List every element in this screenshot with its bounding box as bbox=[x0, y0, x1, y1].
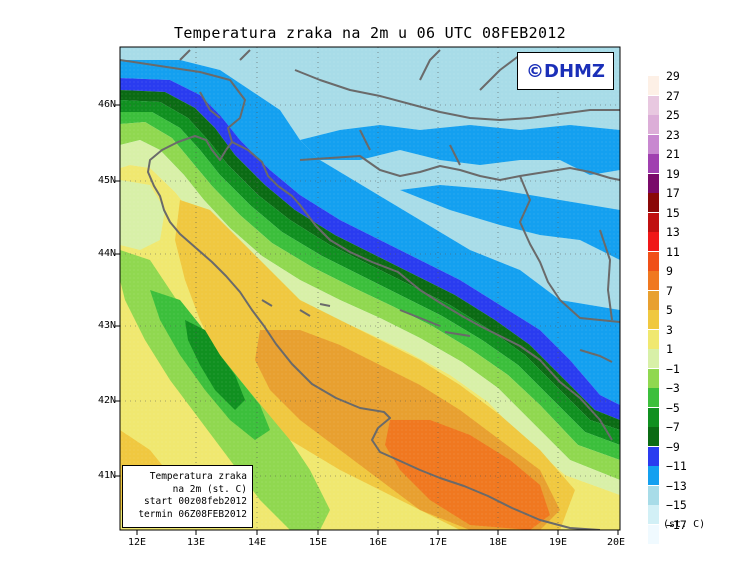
lat-label-44n: 44N bbox=[97, 248, 116, 259]
legend-label: 7 bbox=[666, 283, 673, 298]
axis-ticks bbox=[115, 104, 619, 535]
legend-swatch bbox=[648, 115, 659, 134]
legend-swatch bbox=[648, 251, 659, 271]
legend-swatch bbox=[648, 232, 659, 251]
legend-label: −13 bbox=[666, 478, 687, 493]
dhmz-logo: ©DHMZ bbox=[517, 52, 614, 90]
legend-swatch bbox=[648, 524, 659, 544]
info-line-2: na 2m (st. C) bbox=[172, 483, 247, 495]
legend-swatch bbox=[648, 368, 659, 388]
lon-label-13e: 13E bbox=[186, 537, 206, 548]
legend-swatch bbox=[648, 485, 659, 505]
info-line-4: termin 06Z08FEB2012 bbox=[138, 508, 247, 520]
legend-swatch bbox=[648, 466, 659, 485]
legend-label: 1 bbox=[666, 342, 673, 356]
lat-label-45n: 45N bbox=[97, 175, 116, 186]
legend-label: 29 bbox=[666, 69, 680, 83]
legend-label: 21 bbox=[666, 147, 680, 161]
legend-swatch bbox=[648, 310, 659, 329]
legend-unit: (st. C) bbox=[663, 519, 706, 530]
legend-label: −17 bbox=[666, 517, 687, 532]
legend-swatch bbox=[648, 427, 659, 446]
legend-label: 15 bbox=[666, 205, 680, 220]
legend-label: 23 bbox=[666, 127, 680, 142]
info-line-1: Temperatura zraka bbox=[149, 471, 247, 482]
coastlines bbox=[120, 49, 620, 530]
legend-swatch bbox=[648, 407, 659, 427]
lon-label-14e: 14E bbox=[247, 537, 267, 548]
legend-label: 11 bbox=[666, 244, 680, 259]
legend-label: 9 bbox=[666, 264, 673, 278]
legend-label: −1 bbox=[666, 361, 680, 376]
legend-label: −5 bbox=[666, 400, 680, 415]
legend-swatch bbox=[648, 329, 659, 349]
legend-label: 13 bbox=[666, 225, 680, 239]
lat-label-41n: 41N bbox=[97, 470, 116, 481]
legend-swatch bbox=[648, 349, 659, 368]
legend-swatch bbox=[648, 154, 659, 173]
lon-label-17e: 17E bbox=[428, 537, 448, 548]
legend-label: 5 bbox=[666, 303, 673, 317]
legend-swatch bbox=[648, 290, 659, 310]
legend-swatch bbox=[648, 95, 659, 115]
legend-swatch bbox=[648, 271, 659, 290]
lat-label-43n: 43N bbox=[97, 320, 116, 331]
graticule bbox=[120, 47, 620, 530]
lat-label-42n: 42N bbox=[97, 395, 116, 406]
legend-swatch bbox=[648, 134, 659, 154]
map-title: Temperatura zraka na 2m u 06 UTC 08FEB20… bbox=[174, 24, 566, 42]
temperature-field bbox=[120, 47, 620, 530]
legend-swatch bbox=[648, 212, 659, 232]
legend-label: −11 bbox=[666, 459, 687, 473]
legend-label: 17 bbox=[666, 186, 680, 200]
legend-label: −9 bbox=[666, 439, 680, 454]
legend-swatch bbox=[648, 193, 659, 212]
legend-swatch bbox=[648, 505, 659, 524]
legend-label: −7 bbox=[666, 420, 680, 434]
lon-label-12e: 12E bbox=[127, 537, 147, 548]
legend-swatch bbox=[648, 173, 659, 193]
lon-label-20e: 20E bbox=[606, 537, 626, 548]
legend-swatch bbox=[648, 446, 659, 466]
lon-label-18e: 18E bbox=[488, 537, 508, 548]
legend-swatch bbox=[648, 388, 659, 407]
legend-label: 3 bbox=[666, 322, 673, 337]
legend-label: 25 bbox=[666, 108, 680, 122]
legend-label: −3 bbox=[666, 381, 680, 395]
lon-label-15e: 15E bbox=[308, 537, 328, 548]
lon-label-19e: 19E bbox=[548, 537, 568, 548]
legend-label: 19 bbox=[666, 166, 680, 181]
info-line-3: start 00z08feb2012 bbox=[144, 496, 247, 507]
lon-label-16e: 16E bbox=[368, 537, 388, 548]
legend-swatch bbox=[648, 76, 659, 95]
legend-label: −15 bbox=[666, 498, 687, 512]
map-frame bbox=[119, 46, 621, 531]
info-box: Temperatura zraka na 2m (st. C) start 00… bbox=[122, 465, 253, 528]
lat-label-46n: 46N bbox=[97, 99, 116, 110]
legend-label: 27 bbox=[666, 88, 680, 103]
